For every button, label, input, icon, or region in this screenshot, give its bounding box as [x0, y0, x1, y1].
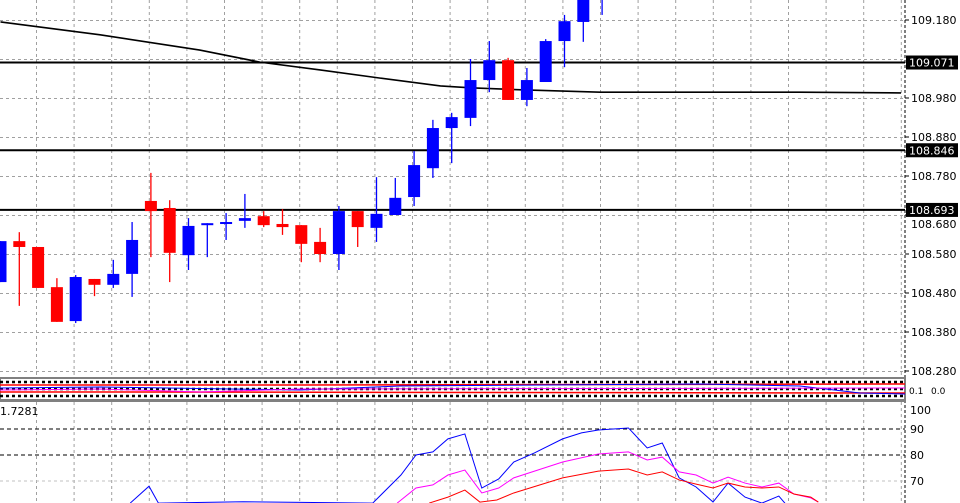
candle-body — [332, 211, 345, 254]
candle-body — [464, 80, 477, 118]
candle-body — [144, 200, 157, 212]
candle-body — [370, 213, 383, 228]
candle — [126, 222, 139, 297]
stochastic-tick-label: 80 — [910, 449, 924, 462]
candle — [464, 59, 477, 127]
indicator-value-label: 1.7281 — [0, 405, 39, 418]
candle-body — [257, 216, 270, 226]
candle — [577, 0, 590, 42]
candle-body — [558, 21, 571, 42]
candle-body — [220, 222, 233, 225]
candle-body — [276, 223, 289, 228]
moving-average-line — [0, 21, 902, 94]
candle-body — [88, 278, 101, 285]
candle — [201, 223, 214, 258]
candle — [408, 151, 421, 207]
price-tick-label: 108.280 — [911, 365, 957, 378]
candle — [182, 218, 195, 270]
stochastic-tick-label: 90 — [910, 423, 924, 436]
price-tick-label: 109.180 — [911, 14, 957, 27]
candle — [483, 41, 496, 93]
price-level-label: 108.846 — [909, 144, 955, 157]
candle-body — [50, 287, 63, 322]
candle — [351, 211, 364, 247]
price-level-badge — [906, 143, 958, 158]
candle-body — [163, 207, 176, 253]
candle — [32, 246, 45, 288]
candle-body — [107, 273, 120, 285]
candle-body — [520, 80, 533, 100]
candle — [314, 227, 327, 263]
price-tick-label: 108.680 — [911, 218, 957, 231]
candle-body — [445, 117, 458, 129]
candle — [107, 259, 120, 288]
candle — [389, 177, 402, 215]
price-tick-label: 108.480 — [911, 287, 957, 300]
candle-body — [389, 197, 402, 215]
candle — [144, 172, 157, 258]
candle-body — [502, 60, 515, 100]
candle — [257, 211, 270, 228]
candle — [13, 232, 26, 306]
candle — [0, 241, 7, 283]
price-level-label: 108.693 — [909, 204, 955, 217]
candle — [445, 112, 458, 164]
candle-body — [577, 0, 590, 22]
candle-body — [483, 60, 496, 81]
candle-body — [295, 225, 308, 244]
candle-body — [182, 225, 195, 256]
price-level-badge — [906, 202, 958, 217]
price-tick-label: 108.380 — [911, 326, 957, 339]
stochastic-line — [428, 468, 819, 503]
stochastic-line — [396, 451, 819, 503]
candle — [88, 278, 101, 297]
candle-body — [13, 241, 26, 247]
candle — [426, 119, 439, 178]
main-panel — [0, 0, 905, 372]
price-level-label: 109.071 — [909, 57, 955, 70]
price-tick-label: 108.880 — [911, 131, 957, 144]
stochastic-panel — [0, 427, 905, 503]
oscillator-tick-label: 0.0 — [931, 387, 946, 397]
candle-body — [314, 241, 327, 254]
oscillator-line-blue — [0, 383, 906, 395]
price-tick-label: 108.980 — [911, 92, 957, 105]
candle — [238, 193, 251, 228]
oscillator-line-red — [0, 391, 906, 394]
candle — [502, 57, 515, 100]
candle — [276, 209, 289, 235]
price-level-badge — [906, 55, 958, 70]
candle-body — [351, 211, 364, 228]
candle — [332, 206, 345, 270]
stochastic-tick-label: 100 — [910, 404, 931, 417]
stochastic-line — [129, 427, 786, 503]
candle-body — [426, 128, 439, 169]
candle — [50, 278, 63, 322]
candle — [69, 275, 82, 324]
candle-body — [238, 218, 251, 221]
candle-body — [32, 246, 45, 288]
candle-body — [408, 165, 421, 198]
candle — [539, 39, 552, 83]
candle — [601, 0, 603, 15]
candle — [520, 67, 533, 107]
candle-body — [0, 241, 7, 283]
candle-body — [539, 41, 552, 83]
price-tick-label: 108.580 — [911, 248, 957, 261]
oscillator-tick-label: 0.1 — [909, 387, 923, 397]
price-tick-label: 108.780 — [911, 170, 957, 183]
candle — [558, 14, 571, 68]
candle-body — [126, 239, 139, 274]
candle — [370, 177, 383, 242]
candle-body — [69, 277, 82, 322]
candle — [163, 200, 176, 283]
candle-body — [201, 223, 214, 226]
candle — [220, 213, 233, 240]
candle — [295, 225, 308, 263]
oscillator-line-magenta — [0, 387, 906, 393]
stochastic-tick-label: 70 — [910, 475, 924, 488]
